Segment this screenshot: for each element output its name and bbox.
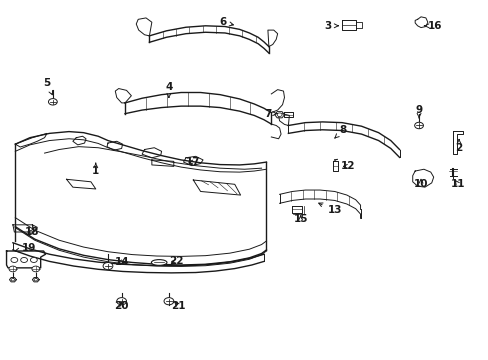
Circle shape xyxy=(277,113,282,117)
Circle shape xyxy=(20,257,27,262)
Text: 1: 1 xyxy=(92,163,99,176)
Text: 10: 10 xyxy=(413,179,427,189)
Text: 7: 7 xyxy=(264,109,277,119)
Text: 11: 11 xyxy=(449,179,464,189)
Text: 15: 15 xyxy=(293,215,307,224)
Ellipse shape xyxy=(151,260,166,265)
Text: 5: 5 xyxy=(43,78,52,95)
Text: 12: 12 xyxy=(340,161,354,171)
Text: 2: 2 xyxy=(454,140,462,153)
Text: 8: 8 xyxy=(334,125,346,138)
Circle shape xyxy=(163,298,173,305)
Circle shape xyxy=(48,99,57,105)
Text: 3: 3 xyxy=(324,21,338,31)
Circle shape xyxy=(11,278,15,281)
Text: 14: 14 xyxy=(115,257,130,267)
Text: 4: 4 xyxy=(165,82,172,98)
Text: 22: 22 xyxy=(169,256,183,266)
Text: 13: 13 xyxy=(318,203,341,216)
Text: 21: 21 xyxy=(171,301,185,311)
Text: 19: 19 xyxy=(15,243,36,253)
Circle shape xyxy=(9,266,17,272)
Text: 17: 17 xyxy=(185,157,200,167)
Circle shape xyxy=(117,298,126,305)
Circle shape xyxy=(34,278,38,281)
Circle shape xyxy=(414,122,423,129)
Text: 9: 9 xyxy=(415,105,422,118)
Text: 18: 18 xyxy=(25,227,40,237)
Circle shape xyxy=(11,257,18,262)
Circle shape xyxy=(103,262,113,270)
Text: 20: 20 xyxy=(114,301,129,311)
Circle shape xyxy=(32,266,40,272)
Text: 6: 6 xyxy=(219,17,233,27)
Text: 16: 16 xyxy=(424,21,441,31)
Circle shape xyxy=(30,257,37,262)
